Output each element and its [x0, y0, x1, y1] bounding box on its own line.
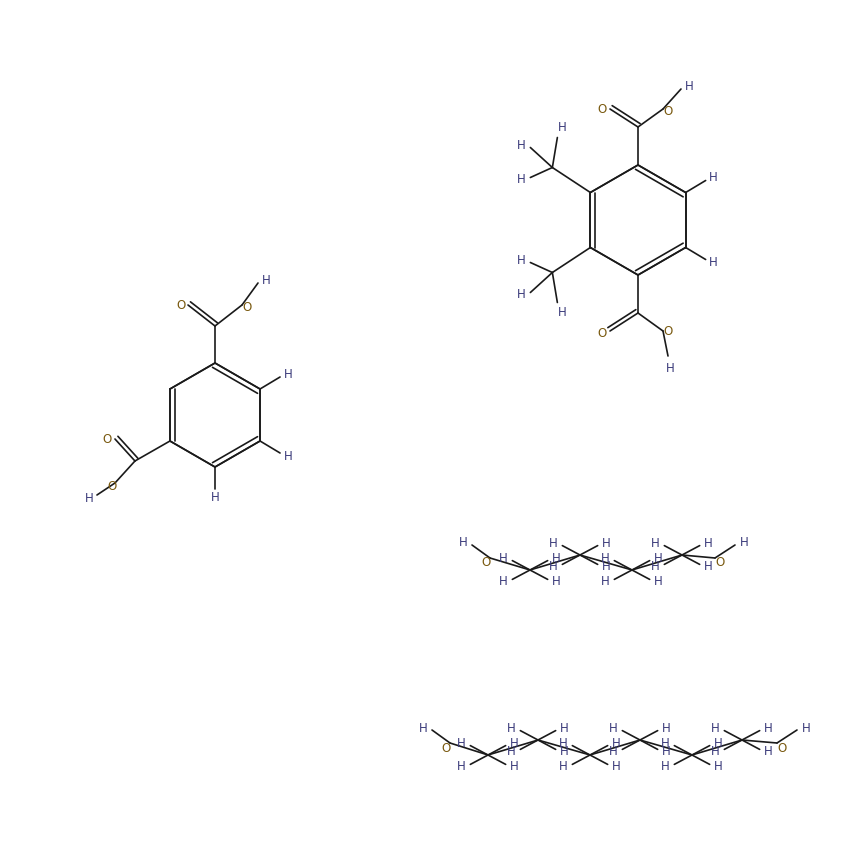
- Text: H: H: [665, 362, 673, 375]
- Text: O: O: [663, 104, 672, 117]
- Text: H: H: [710, 745, 719, 758]
- Text: H: H: [557, 121, 566, 134]
- Text: H: H: [600, 552, 609, 565]
- Text: H: H: [548, 560, 557, 573]
- Text: H: H: [714, 737, 722, 750]
- Text: H: H: [517, 173, 525, 186]
- Text: H: H: [709, 256, 717, 269]
- Text: O: O: [777, 741, 786, 754]
- Text: H: H: [210, 490, 219, 503]
- Text: H: H: [558, 760, 567, 773]
- Text: H: H: [764, 722, 772, 735]
- Text: H: H: [517, 288, 525, 301]
- Text: H: H: [703, 560, 712, 573]
- Text: H: H: [661, 745, 670, 758]
- Text: H: H: [608, 722, 617, 735]
- Text: H: H: [653, 575, 662, 588]
- Text: H: H: [801, 721, 809, 734]
- Text: H: H: [458, 537, 467, 550]
- Text: O: O: [480, 557, 490, 570]
- Text: H: H: [84, 492, 93, 505]
- Text: H: H: [661, 722, 670, 735]
- Text: H: H: [517, 139, 525, 152]
- Text: H: H: [506, 745, 515, 758]
- Text: O: O: [102, 432, 111, 445]
- Text: H: H: [650, 560, 659, 573]
- Text: H: H: [283, 450, 292, 463]
- Text: H: H: [703, 537, 712, 550]
- Text: H: H: [510, 760, 518, 773]
- Text: H: H: [499, 552, 507, 565]
- Text: H: H: [548, 537, 557, 550]
- Text: O: O: [597, 103, 606, 116]
- Text: H: H: [660, 760, 669, 773]
- Text: H: H: [418, 721, 427, 734]
- Text: H: H: [558, 737, 567, 750]
- Text: H: H: [552, 575, 561, 588]
- Text: H: H: [660, 737, 669, 750]
- Text: O: O: [715, 557, 724, 570]
- Text: H: H: [557, 306, 566, 319]
- Text: H: H: [709, 171, 717, 184]
- Text: O: O: [242, 300, 251, 313]
- Text: H: H: [602, 560, 610, 573]
- Text: H: H: [552, 552, 561, 565]
- Text: H: H: [739, 537, 747, 550]
- Text: H: H: [714, 760, 722, 773]
- Text: H: H: [602, 537, 610, 550]
- Text: O: O: [108, 480, 116, 493]
- Text: H: H: [560, 722, 568, 735]
- Text: H: H: [560, 745, 568, 758]
- Text: H: H: [764, 745, 772, 758]
- Text: H: H: [456, 760, 465, 773]
- Text: H: H: [600, 575, 609, 588]
- Text: H: H: [710, 722, 719, 735]
- Text: H: H: [262, 274, 270, 287]
- Text: H: H: [517, 254, 525, 267]
- Text: H: H: [653, 552, 662, 565]
- Text: H: H: [611, 737, 620, 750]
- Text: H: H: [283, 368, 292, 381]
- Text: H: H: [510, 737, 518, 750]
- Text: H: H: [506, 722, 515, 735]
- Text: H: H: [684, 79, 692, 92]
- Text: O: O: [663, 324, 672, 337]
- Text: H: H: [608, 745, 617, 758]
- Text: H: H: [456, 737, 465, 750]
- Text: O: O: [597, 326, 606, 339]
- Text: H: H: [499, 575, 507, 588]
- Text: O: O: [441, 741, 450, 754]
- Text: H: H: [611, 760, 620, 773]
- Text: H: H: [650, 537, 659, 550]
- Text: O: O: [177, 299, 185, 312]
